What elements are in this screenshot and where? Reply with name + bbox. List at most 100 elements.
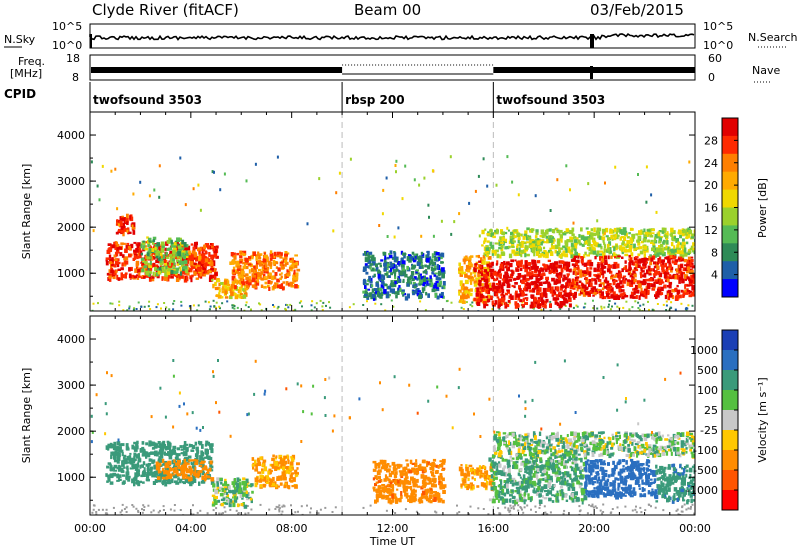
range-cell: [294, 484, 298, 489]
ground-scatter-cell: [559, 307, 562, 310]
range-cell: [365, 288, 368, 291]
range-cell: [116, 219, 119, 224]
range-cell: [458, 262, 461, 267]
range-cell: [277, 485, 280, 488]
range-cell: [641, 257, 644, 263]
range-cell: [127, 477, 131, 482]
range-cell: [148, 471, 152, 476]
range-cell: [598, 289, 602, 293]
range-cell: [178, 260, 181, 265]
range-cell: [581, 243, 585, 247]
range-cell: [479, 286, 483, 290]
range-cell: [190, 264, 194, 267]
range-cell: [529, 238, 532, 244]
range-cell: [684, 284, 687, 289]
range-cell: [268, 286, 271, 291]
range-cell: [678, 230, 682, 235]
range-cell: [152, 239, 156, 243]
range-cell: [623, 248, 628, 253]
range-cell: [545, 276, 549, 280]
range-cell: [395, 265, 398, 269]
range-cell: [658, 230, 662, 233]
ground-scatter-cell: [292, 309, 295, 311]
range-cell: [283, 455, 288, 459]
range-cell: [509, 263, 512, 266]
range-cell: [670, 255, 673, 259]
range-cell: [136, 248, 139, 253]
range-cell: [640, 280, 644, 286]
range-cell: [238, 274, 242, 279]
range-cell: [377, 269, 380, 275]
range-cell: [245, 277, 250, 281]
range-cell: [598, 235, 602, 240]
range-cell: [108, 269, 111, 274]
range-cell: [537, 240, 541, 245]
range-cell: [184, 272, 188, 275]
range-cell: [434, 282, 438, 288]
range-cell: [504, 246, 508, 250]
range-cell: [628, 266, 632, 271]
range-cell: [467, 265, 472, 270]
sparse-cell: [458, 212, 461, 216]
range-cell: [546, 239, 550, 244]
sparse-cell: [596, 219, 599, 223]
range-cell: [554, 264, 559, 269]
range-cell: [162, 440, 166, 445]
range-cell: [496, 228, 499, 233]
range-cell: [666, 256, 669, 260]
range-cell: [168, 247, 173, 251]
range-cell: [273, 254, 276, 259]
range-cell: [385, 293, 389, 299]
ground-scatter-cell: [268, 508, 271, 511]
range-cell: [205, 244, 209, 248]
range-cell: [207, 243, 210, 246]
range-cell: [485, 289, 489, 294]
range-cell: [172, 473, 175, 476]
range-cell: [143, 275, 146, 279]
range-cell: [595, 230, 600, 236]
range-cell: [504, 271, 508, 276]
range-cell: [260, 284, 264, 288]
range-cell: [686, 284, 690, 287]
ground-scatter-cell: [133, 307, 136, 310]
freq-tick-bottom: 8: [72, 71, 79, 84]
ground-scatter-cell: [155, 306, 158, 309]
beam-title: Beam 00: [354, 1, 421, 19]
range-cell: [107, 475, 111, 480]
range-cell: [235, 489, 239, 493]
range-cell: [657, 258, 661, 262]
range-cell: [363, 278, 366, 281]
ground-scatter-cell: [142, 504, 145, 507]
ground-scatter-cell: [635, 511, 638, 514]
range-cell: [289, 463, 294, 468]
range-cell: [128, 248, 132, 251]
range-cell: [294, 264, 298, 269]
range-cell: [362, 290, 366, 294]
range-cell: [602, 282, 605, 287]
range-cell: [637, 260, 641, 264]
range-cell: [574, 248, 577, 254]
range-cell: [243, 284, 247, 288]
ground-scatter-cell: [602, 511, 605, 513]
range-cell: [181, 239, 185, 245]
range-cell: [169, 257, 173, 263]
range-cell: [129, 467, 134, 470]
range-cell: [183, 452, 187, 455]
range-cell: [382, 275, 386, 280]
range-cell: [425, 277, 428, 280]
range-cell: [677, 241, 680, 245]
range-cell: [460, 285, 464, 291]
range-cell: [557, 242, 561, 247]
range-cell: [514, 301, 518, 306]
sparse-cell: [90, 160, 93, 164]
sparse-cell: [572, 221, 575, 225]
range-cell: [218, 282, 221, 287]
range-cell: [151, 276, 155, 279]
range-cell: [624, 232, 627, 236]
range-cell: [164, 468, 167, 472]
range-cell: [148, 444, 152, 447]
range-cell: [280, 275, 283, 279]
ground-scatter-cell: [160, 307, 162, 310]
range-cell: [202, 471, 205, 474]
range-cell: [499, 276, 502, 279]
